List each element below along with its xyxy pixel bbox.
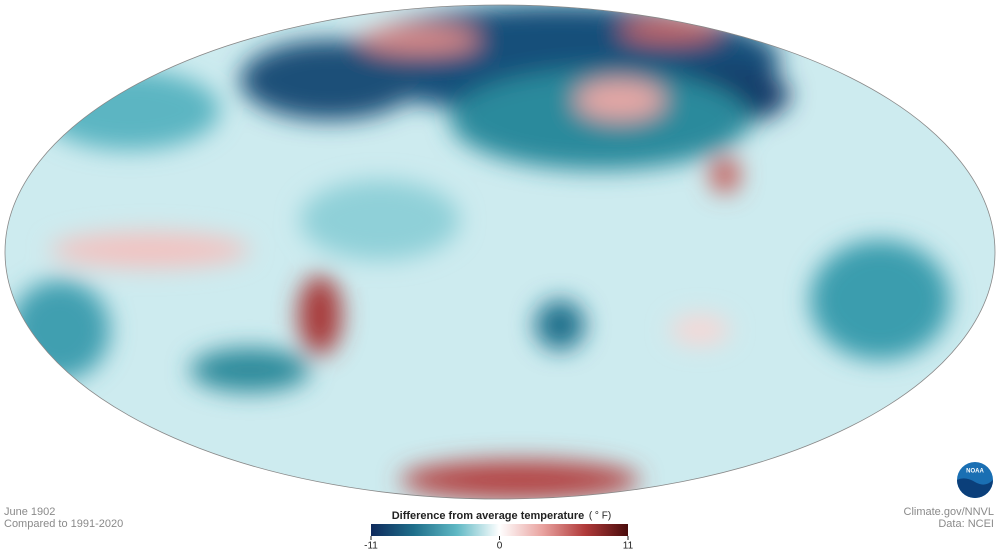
map-outline: [4, 4, 996, 500]
colorbar-tick-label: 0: [497, 541, 503, 552]
noaa-logo: NOAA: [957, 462, 993, 498]
colorbar: [371, 524, 628, 536]
credit: Climate.gov/NNVL: [904, 506, 994, 518]
colorbar-tick-label: -11: [364, 541, 378, 552]
source: Data: NCEI: [938, 518, 994, 530]
colorbar-tick-label: 11: [623, 541, 634, 552]
baseline: Compared to 1991-2020: [4, 518, 123, 530]
logo-text: NOAA: [966, 469, 984, 475]
colorbar-title: Difference from average temperature: [392, 510, 585, 522]
colorbar-unit: ( ° F): [589, 511, 611, 522]
date: June 1902: [4, 506, 55, 518]
